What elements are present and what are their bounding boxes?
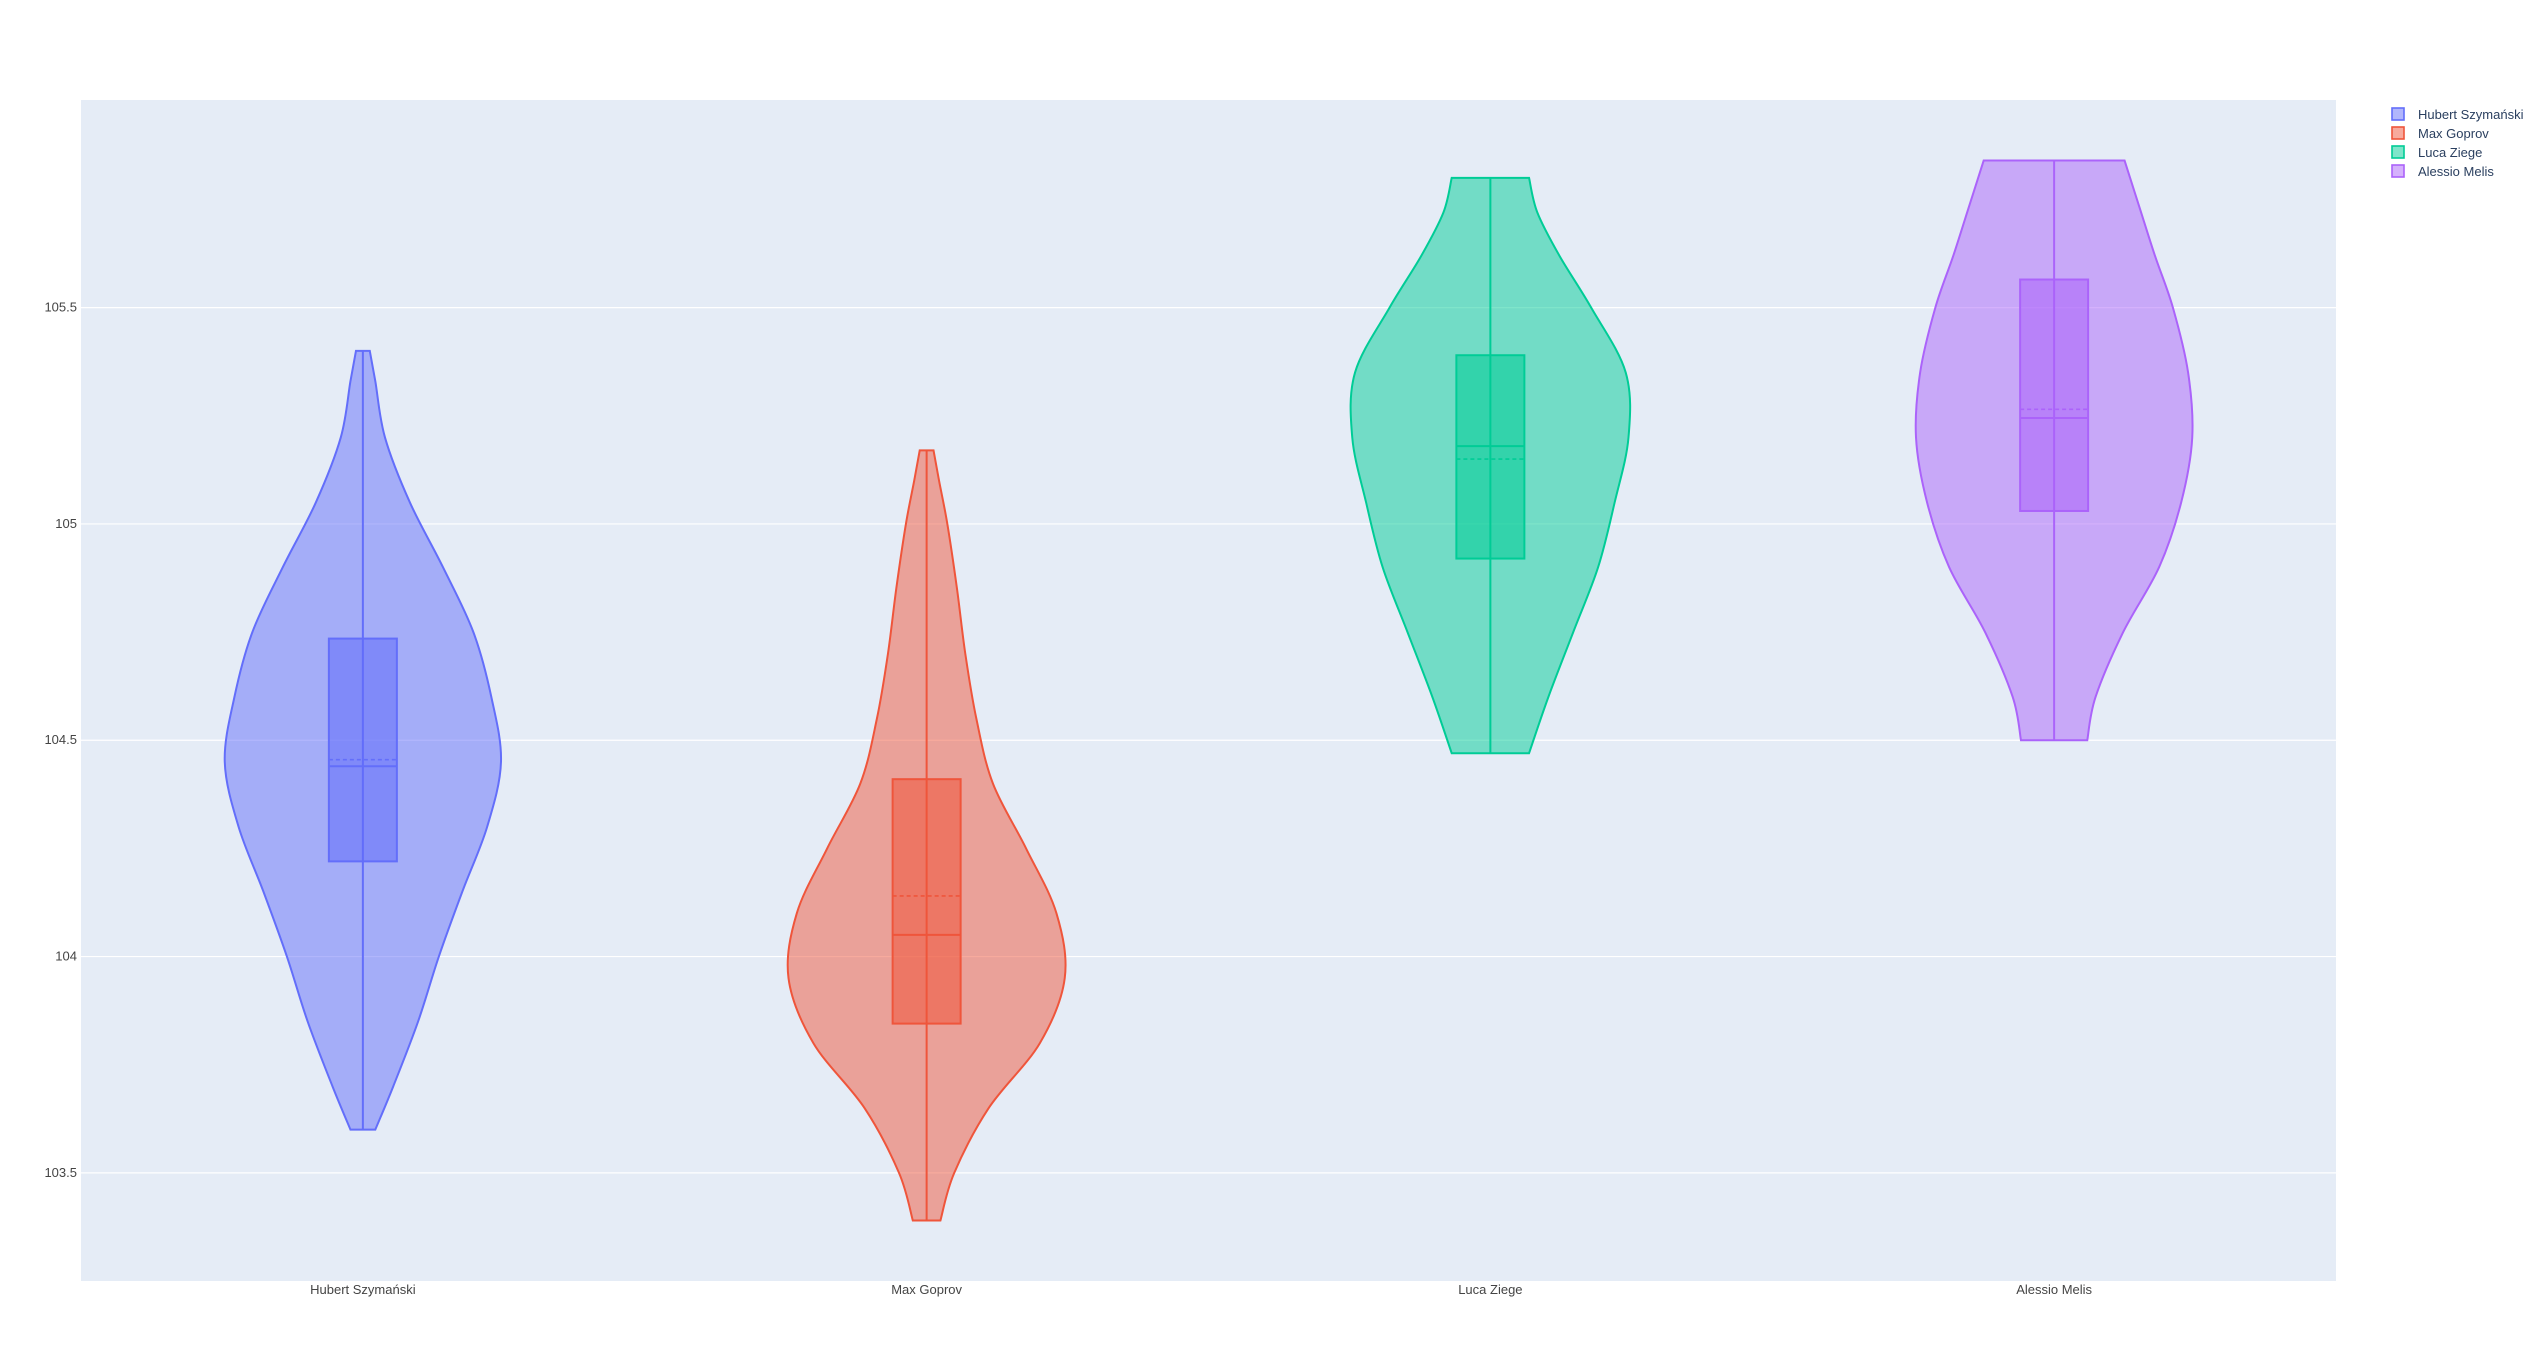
- legend-label: Luca Ziege: [2418, 145, 2482, 160]
- violin-1[interactable]: [786, 449, 1067, 1222]
- violin-3[interactable]: [1914, 159, 2194, 742]
- violin-box: [891, 778, 962, 1025]
- legend-item[interactable]: Luca Ziege: [2391, 145, 2482, 160]
- violin-box: [327, 637, 398, 863]
- violin-box: [1455, 354, 1526, 560]
- x-tick-label: Hubert Szymański: [310, 1282, 416, 1297]
- y-tick-label: 103.5: [44, 1165, 77, 1180]
- legend-label: Max Goprov: [2418, 126, 2489, 141]
- y-axis: 103.5 104 104.5 105 105.5: [44, 300, 77, 1180]
- legend-swatch: [2391, 126, 2405, 140]
- x-tick-label: Alessio Melis: [2016, 1282, 2092, 1297]
- violin-2[interactable]: [1349, 176, 1632, 755]
- y-tick-label: 104.5: [44, 732, 77, 747]
- violin-0[interactable]: [223, 349, 502, 1131]
- legend-label: Alessio Melis: [2418, 164, 2494, 179]
- x-tick-label: Max Goprov: [891, 1282, 962, 1297]
- violins: [223, 159, 2194, 1222]
- legend-swatch: [2391, 145, 2405, 159]
- legend-item[interactable]: Alessio Melis: [2391, 164, 2494, 179]
- x-tick-label: Luca Ziege: [1458, 1282, 1522, 1297]
- x-axis: Hubert Szymański Max Goprov Luca Ziege Ales…: [310, 1282, 2092, 1297]
- y-tick-label: 105.5: [44, 300, 77, 315]
- legend: Hubert Szymański Max Goprov Luca Ziege Ales…: [2391, 107, 2524, 179]
- legend-item[interactable]: Hubert Szymański: [2391, 107, 2524, 122]
- legend-swatch: [2391, 107, 2405, 121]
- legend-label: Hubert Szymański: [2418, 107, 2524, 122]
- legend-swatch: [2391, 164, 2405, 178]
- y-tick-label: 105: [55, 516, 77, 531]
- legend-item[interactable]: Max Goprov: [2391, 126, 2489, 141]
- y-tick-label: 104: [55, 949, 77, 964]
- violin-box: [2019, 278, 2090, 512]
